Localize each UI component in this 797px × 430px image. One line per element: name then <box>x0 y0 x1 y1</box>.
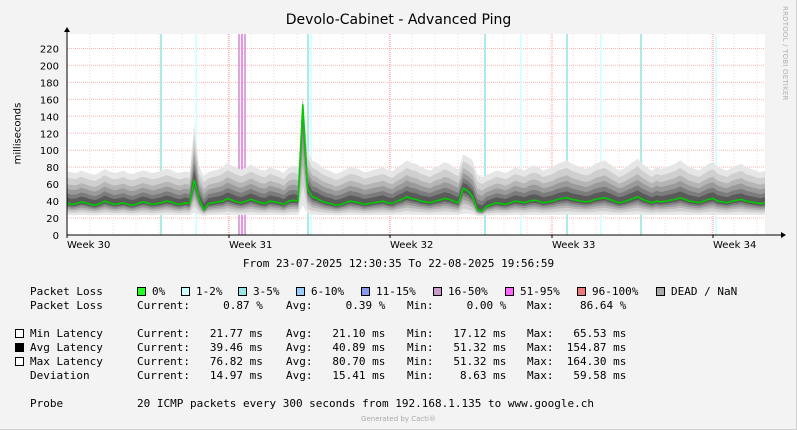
latency-stat-avg: Avg: 21.10 ms <box>286 327 386 340</box>
loss-band <box>307 34 309 235</box>
latency-stat-max: Max: 154.87 ms <box>527 341 627 354</box>
loss-band <box>160 34 162 235</box>
latency-stat-min: Min: 8.63 ms <box>407 369 507 382</box>
packet-loss-max: Max: 86.64 % <box>527 299 627 312</box>
y-tick-label: 220 <box>40 44 59 55</box>
graph-title: Devolo-Cabinet - Advanced Ping <box>285 12 512 28</box>
y-axis-arrow <box>64 27 70 32</box>
loss-bucket-label: DEAD / NaN <box>671 285 738 298</box>
loss-swatch <box>238 287 247 296</box>
loss-bucket-label: 51-95% <box>520 285 560 298</box>
time-range: From 23-07-2025 12:30:35 To 22-08-2025 1… <box>242 257 555 270</box>
x-tick-label: Week 32 <box>390 240 433 251</box>
packet-loss-stat-label: Packet Loss <box>30 299 103 312</box>
loss-band <box>195 34 197 235</box>
rrdtool-watermark: RRDTOOL / TOBI OETIKER <box>781 6 789 101</box>
y-tick-label: 140 <box>40 112 59 123</box>
loss-band <box>244 34 246 235</box>
x-tick-label: Week 30 <box>67 240 110 251</box>
latency-stat-current: Current: 21.77 ms <box>137 327 263 340</box>
latency-stat-label: Avg Latency <box>30 341 103 354</box>
packet-loss-current: Current: 0.87 % <box>137 299 263 312</box>
x-tick-label: Week 31 <box>229 240 272 251</box>
y-tick-label: 80 <box>46 163 59 174</box>
latency-swatch <box>15 343 24 352</box>
loss-band <box>310 34 312 235</box>
loss-bucket-label: 6-10% <box>311 285 345 298</box>
latency-stat-max: Max: 59.58 ms <box>527 369 627 382</box>
loss-band <box>484 34 486 235</box>
latency-stat-avg: Avg: 40.89 ms <box>286 341 386 354</box>
latency-chart: 0 20 40 60 80 100 120 140 160 180 200 220 Week 30 Wee… <box>40 27 786 251</box>
latency-stat-avg: Avg: 15.41 ms <box>286 369 386 382</box>
latency-stat-min: Min: 51.32 ms <box>407 355 507 368</box>
loss-bucket-label: 1-2% <box>196 285 223 298</box>
smoke-band <box>67 99 765 214</box>
loss-swatch <box>296 287 305 296</box>
latency-stat-label: Deviation <box>30 369 90 382</box>
footer-credit: Generated by Cacti® <box>361 415 436 423</box>
loss-bucket-label: 3-5% <box>253 285 280 298</box>
packet-loss-avg: Avg: 0.39 % <box>286 299 386 312</box>
latency-stat-max: Max: 65.53 ms <box>527 327 627 340</box>
loss-swatch <box>577 287 586 296</box>
loss-legend-label: Packet Loss <box>30 285 103 298</box>
loss-band <box>238 34 240 235</box>
y-tick-label: 20 <box>46 214 59 225</box>
y-tick-label: 160 <box>40 95 59 106</box>
smoke-band <box>67 103 765 212</box>
packet-loss-min: Min: 0.00 % <box>407 299 507 312</box>
y-tick-label: 0 <box>53 231 59 242</box>
x-tick-label: Week 34 <box>713 240 756 251</box>
probe-label: Probe <box>30 397 64 410</box>
loss-band <box>640 34 642 235</box>
latency-stat-current: Current: 14.97 ms <box>137 369 263 382</box>
loss-swatch <box>505 287 514 296</box>
latency-stat-max: Max: 164.30 ms <box>527 355 627 368</box>
latency-stat-avg: Avg: 80.70 ms <box>286 355 386 368</box>
latency-stat-current: Current: 39.46 ms <box>137 341 263 354</box>
loss-bucket-label: 16-50% <box>448 285 488 298</box>
loss-band <box>566 34 568 235</box>
avg-latency-line <box>66 104 766 213</box>
latency-stat-current: Current: 76.82 ms <box>137 355 263 368</box>
loss-swatch <box>137 287 146 296</box>
y-tick-label: 40 <box>46 197 59 208</box>
y-tick-label: 200 <box>40 61 59 72</box>
loss-swatch <box>656 287 665 296</box>
loss-bucket-label: 11-15% <box>376 285 416 298</box>
latency-stat-label: Min Latency <box>30 327 103 340</box>
y-tick-label: 180 <box>40 78 59 89</box>
loss-swatch <box>433 287 442 296</box>
x-axis-arrow <box>781 232 786 238</box>
latency-stat-min: Min: 51.32 ms <box>407 341 507 354</box>
loss-band <box>600 34 602 235</box>
loss-band <box>715 34 717 235</box>
y-tick-label: 120 <box>40 129 59 140</box>
latency-swatch <box>15 357 24 366</box>
loss-bucket-label: 0% <box>152 285 166 298</box>
probe-text: 20 ICMP packets every 300 seconds from 1… <box>137 397 594 410</box>
latency-stat-min: Min: 17.12 ms <box>407 327 507 340</box>
y-tick-label: 100 <box>40 146 59 157</box>
loss-band <box>241 34 243 235</box>
latency-swatch <box>15 329 24 338</box>
loss-bucket-label: 96-100% <box>592 285 639 298</box>
latency-stat-label: Max Latency <box>30 355 103 368</box>
loss-swatch <box>361 287 370 296</box>
loss-band <box>520 34 522 235</box>
y-tick-label: 60 <box>46 180 59 191</box>
loss-swatch <box>181 287 190 296</box>
x-tick-label: Week 33 <box>552 240 595 251</box>
